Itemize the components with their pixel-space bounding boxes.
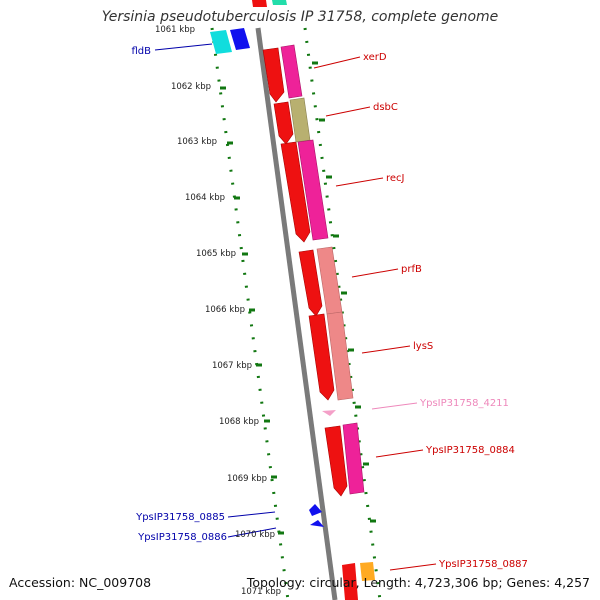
topology-label: Topology: circular, Length: 4,723,306 bp…	[246, 575, 590, 590]
gene-recJ-magenta	[297, 139, 329, 241]
gene-label-4211[interactable]: YpsIP31758_4211	[419, 398, 509, 409]
gene-label-0886[interactable]: YpsIP31758_0886	[137, 532, 227, 543]
gene-label-recJ[interactable]: recJ	[386, 173, 405, 184]
gene-0884-magenta	[342, 422, 365, 495]
gene-label-0885[interactable]: YpsIP31758_0885	[135, 512, 225, 523]
gene-dsbC-olive	[289, 97, 311, 143]
gene-fldB-blue	[230, 28, 250, 50]
gene-0887-orange	[360, 562, 375, 581]
tick-label-1061: 1061 kbp	[155, 25, 195, 35]
gene-dsbC-red	[273, 101, 294, 145]
gene-4211-pink	[322, 410, 336, 416]
gene-0887-red	[342, 563, 358, 600]
tick-label-1069: 1069 kbp	[227, 474, 267, 484]
gene-0886-blue	[310, 520, 324, 527]
genome-backbone	[255, 27, 338, 600]
tick-label-1066: 1066 kbp	[205, 305, 245, 315]
tick-label-1067: 1067 kbp	[212, 361, 252, 371]
gene-label-fldB[interactable]: fldB	[131, 46, 151, 57]
gene-top-teal-fragment	[272, 0, 287, 5]
label-leader-lines	[154, 43, 437, 571]
tick-label-1062: 1062 kbp	[171, 82, 211, 92]
tick-label-1071: 1071 kbp	[241, 587, 281, 597]
gene-label-0887[interactable]: YpsIP31758_0887	[438, 559, 528, 570]
gene-lysS-red	[308, 313, 335, 401]
gene-label-0884[interactable]: YpsIP31758_0884	[425, 445, 515, 456]
gene-top-red-fragment	[252, 0, 267, 7]
gene-label-prfB[interactable]: prfB	[401, 264, 422, 275]
gene-xerD-magenta	[280, 44, 303, 99]
tick-label-1065: 1065 kbp	[196, 249, 236, 259]
gene-prfB-red	[298, 249, 323, 317]
gene-label-xerD[interactable]: xerD	[363, 52, 387, 63]
accession-label: Accession: NC_009708	[9, 575, 152, 590]
gene-recJ-red	[280, 141, 311, 243]
left-tick-marks	[220, 86, 284, 535]
gene-xerD-red	[262, 47, 285, 103]
gene-lysS-salmon	[326, 311, 354, 401]
right-tick-marks	[312, 61, 376, 523]
tick-label-1064: 1064 kbp	[185, 193, 225, 203]
gene-fldB-cyan	[210, 30, 232, 54]
gene-0885-blue	[309, 504, 322, 516]
tick-label-1070: 1070 kbp	[235, 530, 275, 540]
map-title: Yersinia pseudotuberculosis IP 31758, co…	[101, 9, 499, 25]
tick-label-1063: 1063 kbp	[177, 137, 217, 147]
tick-label-1068: 1068 kbp	[219, 417, 259, 427]
gene-0884-red	[324, 425, 348, 497]
gene-label-lysS[interactable]: lysS	[413, 341, 433, 352]
gene-label-dsbC[interactable]: dsbC	[373, 102, 398, 113]
